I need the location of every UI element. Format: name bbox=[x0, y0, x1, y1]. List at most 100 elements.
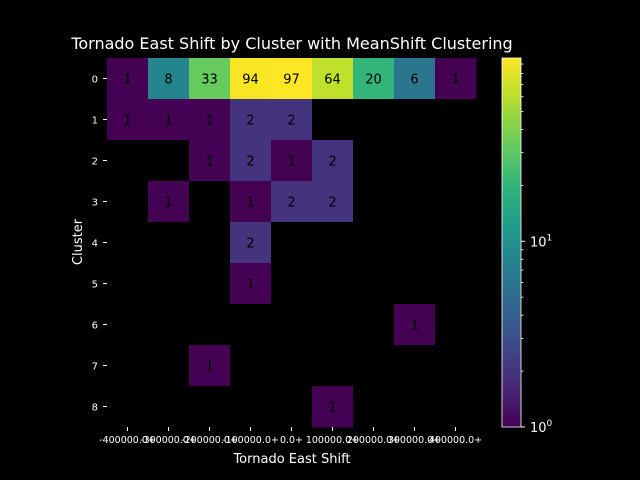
heatmap-cell bbox=[189, 99, 231, 141]
heatmap-cell bbox=[230, 386, 272, 428]
cell-value-label: 6 bbox=[410, 73, 418, 88]
cell-value-label: 1 bbox=[328, 401, 336, 416]
heatmap-cell bbox=[230, 263, 272, 305]
heatmap-cell bbox=[312, 222, 354, 264]
colorbar-gradient bbox=[502, 58, 521, 427]
heatmap-cell bbox=[271, 386, 313, 428]
heatmap-cell bbox=[148, 222, 190, 264]
heatmap-cell bbox=[189, 58, 231, 100]
heatmap-cell bbox=[148, 140, 190, 182]
heatmap-cell bbox=[230, 99, 272, 141]
heatmap-cell bbox=[230, 345, 272, 387]
cell-value-label: 2 bbox=[328, 196, 336, 211]
heatmap-cell bbox=[107, 345, 149, 387]
heatmap-cell bbox=[435, 304, 477, 346]
cell-value-label: 1 bbox=[205, 114, 213, 129]
chart-title: Tornado East Shift by Cluster with MeanS… bbox=[70, 34, 512, 53]
cell-value-label: 1 bbox=[123, 73, 131, 88]
heatmap-cell bbox=[353, 304, 395, 346]
heatmap-cell bbox=[312, 99, 354, 141]
cell-value-label: 1 bbox=[164, 114, 172, 129]
x-axis: -400000.0+-300000.0+-200000.0+-100000.0+… bbox=[99, 427, 482, 446]
heatmap-cell bbox=[435, 222, 477, 264]
colorbar: 100 101 bbox=[501, 57, 553, 436]
heatmap-cells bbox=[107, 58, 477, 428]
heatmap-cell bbox=[312, 304, 354, 346]
heatmap-cell bbox=[271, 181, 313, 223]
heatmap-cell bbox=[312, 140, 354, 182]
y-tick-label: 1 bbox=[92, 116, 98, 127]
cell-value-label: 20 bbox=[365, 73, 382, 88]
heatmap-cell bbox=[271, 99, 313, 141]
heatmap-cell bbox=[353, 99, 395, 141]
heatmap-cell bbox=[189, 181, 231, 223]
heatmap-cell bbox=[312, 263, 354, 305]
heatmap-cell bbox=[353, 386, 395, 428]
x-axis-label: Tornado East Shift bbox=[232, 452, 350, 467]
heatmap-cell bbox=[353, 345, 395, 387]
heatmap-cell bbox=[353, 222, 395, 264]
y-tick-label: 5 bbox=[92, 280, 98, 291]
heatmap-cell bbox=[107, 140, 149, 182]
cell-value-label: 1 bbox=[246, 196, 254, 211]
heatmap-cell bbox=[230, 304, 272, 346]
colorbar-tick-label: 101 bbox=[530, 233, 552, 250]
heatmap-cell bbox=[230, 140, 272, 182]
x-tick-label: 100000.0+ bbox=[306, 435, 359, 446]
heatmap-cell bbox=[435, 263, 477, 305]
heatmap-cell bbox=[353, 140, 395, 182]
heatmap-cell bbox=[107, 263, 149, 305]
heatmap-cell bbox=[148, 58, 190, 100]
x-tick-label: -300000.0+ bbox=[140, 435, 197, 446]
heatmap-cell bbox=[394, 181, 436, 223]
heatmap-cell bbox=[435, 345, 477, 387]
y-tick-label: 8 bbox=[92, 403, 98, 414]
heatmap-cell bbox=[189, 386, 231, 428]
heatmap-cell bbox=[107, 386, 149, 428]
heatmap-cell bbox=[312, 58, 354, 100]
cell-value-label: 97 bbox=[283, 73, 300, 88]
heatmap-cell bbox=[107, 99, 149, 141]
heatmap-cell bbox=[271, 140, 313, 182]
heatmap-cell bbox=[312, 386, 354, 428]
heatmap-cell bbox=[394, 345, 436, 387]
colorbar-frame bbox=[501, 57, 522, 428]
heatmap-cell bbox=[271, 263, 313, 305]
heatmap-cell bbox=[107, 222, 149, 264]
heatmap-cell bbox=[435, 58, 477, 100]
cell-value-label: 1 bbox=[164, 196, 172, 211]
heatmap-cell bbox=[353, 181, 395, 223]
heatmap-cell bbox=[230, 58, 272, 100]
cell-labels: 1 8 33 94 97 64 20 6 1 1 1 1 2 2 1 2 1 2 1 1 2 2 2 1 1 1 1 bbox=[123, 73, 459, 416]
x-tick-label: 200000.0+ bbox=[347, 435, 400, 446]
y-tick-label: 2 bbox=[92, 157, 98, 168]
heatmap-cell bbox=[148, 386, 190, 428]
cell-value-label: 2 bbox=[328, 155, 336, 170]
y-tick-label: 0 bbox=[92, 75, 98, 86]
y-tick-label: 3 bbox=[92, 198, 98, 209]
heatmap-cell bbox=[148, 345, 190, 387]
x-tick-label: 0.0+ bbox=[280, 435, 303, 446]
heatmap-cell bbox=[394, 99, 436, 141]
heatmap-cell bbox=[271, 222, 313, 264]
cell-value-label: 1 bbox=[451, 73, 459, 88]
heatmap-cell bbox=[435, 386, 477, 428]
heatmap-cell bbox=[189, 222, 231, 264]
heatmap-cell bbox=[189, 140, 231, 182]
cell-value-label: 64 bbox=[324, 73, 341, 88]
heatmap-cell bbox=[148, 263, 190, 305]
heatmap-cell bbox=[353, 58, 395, 100]
y-axis-label: Cluster bbox=[71, 218, 86, 265]
heatmap-cell bbox=[148, 181, 190, 223]
cell-value-label: 2 bbox=[287, 114, 295, 129]
heatmap-cell bbox=[189, 304, 231, 346]
x-tick-label: -400000.0+ bbox=[99, 435, 156, 446]
cell-value-label: 1 bbox=[287, 155, 295, 170]
heatmap-cell bbox=[189, 345, 231, 387]
heatmap-cell bbox=[435, 140, 477, 182]
heatmap-cell bbox=[394, 386, 436, 428]
cell-value-label: 2 bbox=[246, 237, 254, 252]
heatmap-cell bbox=[394, 304, 436, 346]
x-tick-label: -100000.0+ bbox=[222, 435, 279, 446]
